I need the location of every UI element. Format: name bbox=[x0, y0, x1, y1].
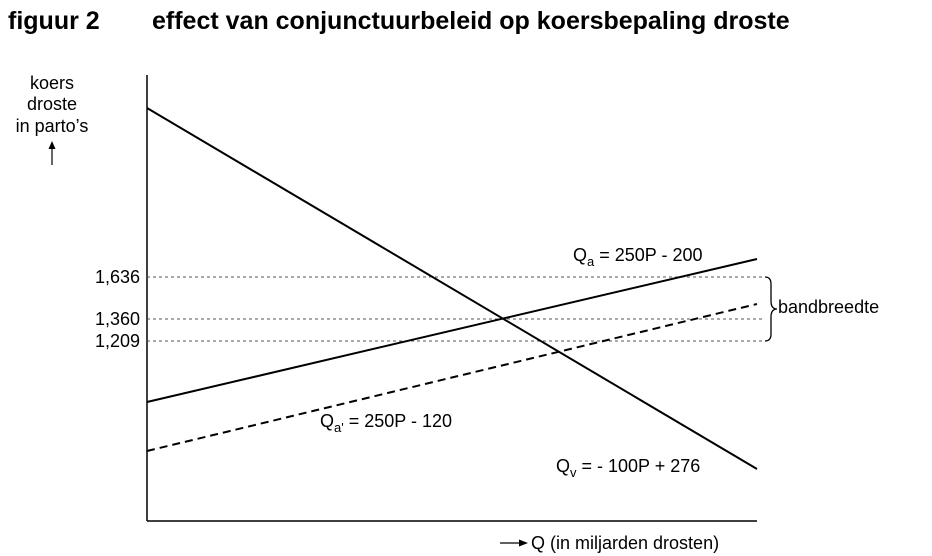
y-arrow bbox=[48, 141, 56, 165]
x-label: Q (in miljarden drosten) bbox=[531, 533, 719, 553]
x-arrow bbox=[500, 539, 528, 547]
line-label: Qa = 250P - 200 bbox=[573, 245, 703, 269]
figure-number: figuur 2 bbox=[8, 7, 100, 35]
band-label: bandbreedte bbox=[778, 297, 879, 317]
tick-label: 1,209 bbox=[95, 331, 140, 351]
y-label: droste bbox=[27, 94, 77, 114]
label-part: Q bbox=[320, 411, 334, 431]
label-part: Q bbox=[573, 245, 587, 265]
label-part: Q bbox=[556, 456, 570, 476]
label-part: a' bbox=[334, 420, 344, 435]
brace bbox=[764, 276, 778, 342]
label-part: v bbox=[570, 465, 577, 480]
label-part: a bbox=[587, 254, 595, 269]
y-label: in parto’s bbox=[16, 116, 89, 136]
tick-label: 1,636 bbox=[95, 267, 140, 287]
figure-title: effect van conjunctuurbeleid op koersbep… bbox=[152, 7, 790, 35]
tick-label: 1,360 bbox=[95, 309, 140, 329]
label-part: = - 100P + 276 bbox=[577, 456, 701, 476]
line-label: Qa' = 250P - 120 bbox=[320, 411, 452, 435]
supply-line bbox=[146, 258, 758, 403]
band-lines bbox=[147, 276, 765, 342]
label-part: = 250P - 200 bbox=[594, 245, 702, 265]
axes bbox=[146, 75, 757, 522]
demand-line bbox=[146, 107, 758, 470]
supply-line-shifted bbox=[146, 303, 758, 452]
y-label: koers bbox=[30, 73, 74, 93]
line-label: Qv = - 100P + 276 bbox=[556, 456, 700, 480]
label-part: = 250P - 120 bbox=[344, 411, 452, 431]
